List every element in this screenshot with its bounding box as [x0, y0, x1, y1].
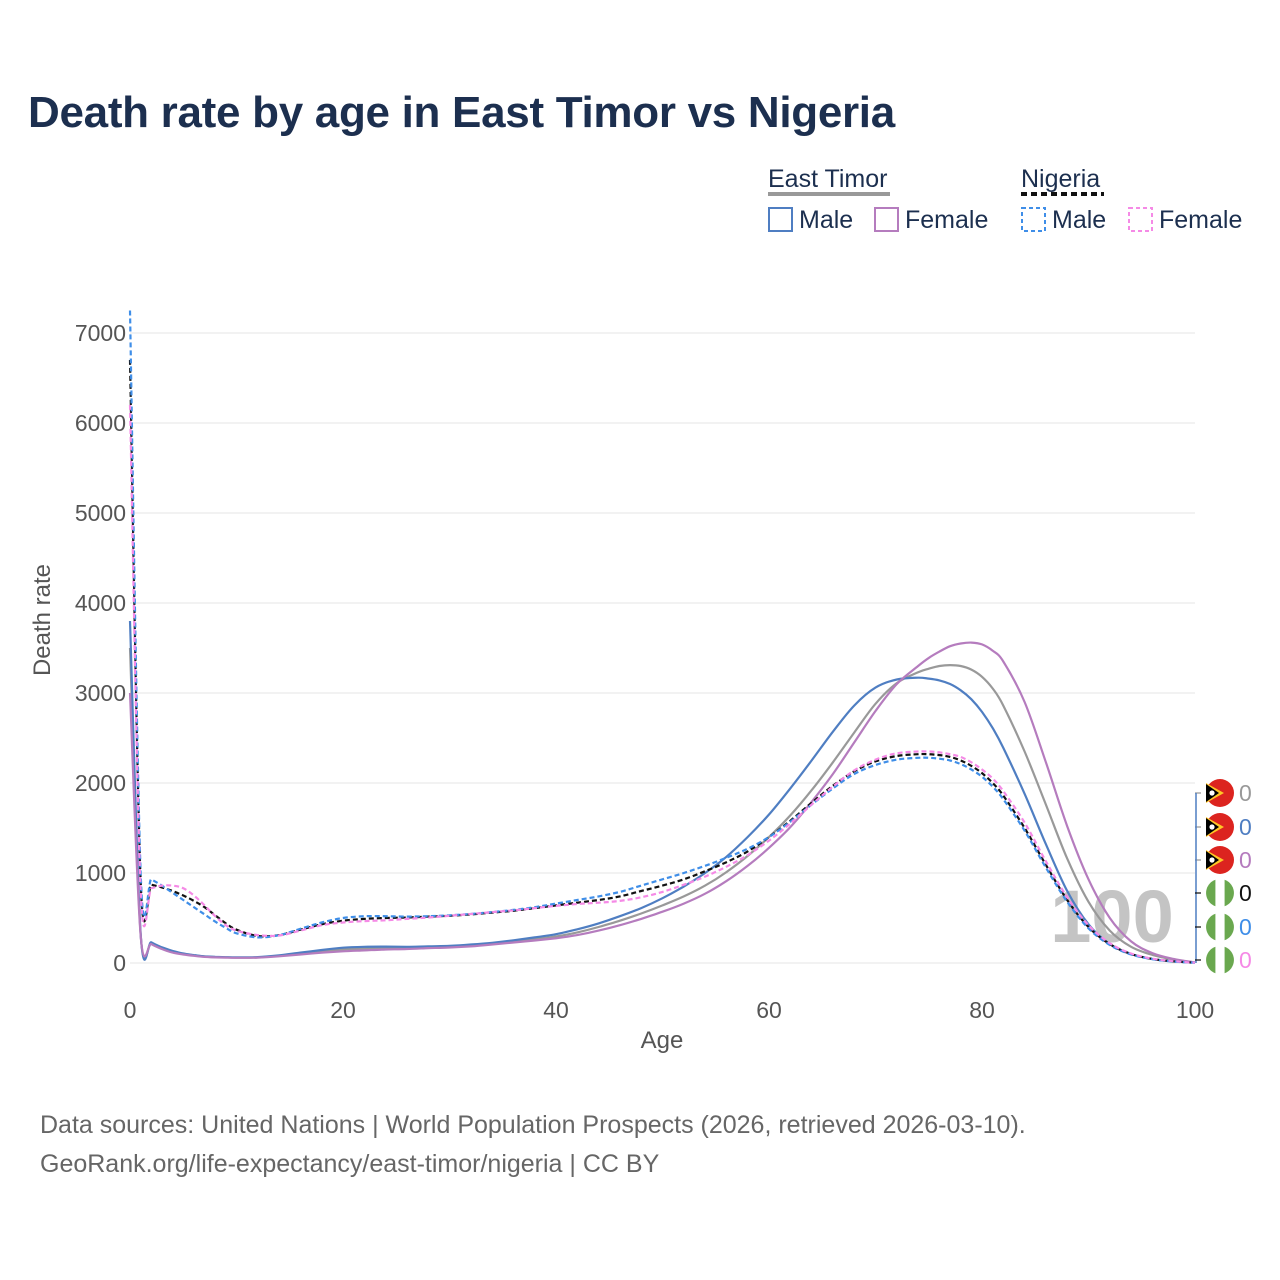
- footer: Data sources: United Nations | World Pop…: [40, 1106, 1026, 1184]
- legend-swatch-east-timor-female: [874, 207, 899, 232]
- end-label-value: 0: [1239, 814, 1252, 840]
- source-link[interactable]: GeoRank.org/life-expectancy/east-timor/n…: [40, 1150, 660, 1178]
- x-tick-label: 100: [1176, 997, 1214, 1023]
- legend-swatch-east-timor-male: [768, 207, 793, 232]
- grid-lines: [130, 332, 1195, 964]
- end-label-value: 0: [1239, 947, 1252, 973]
- flag-green-right: [1224, 879, 1234, 907]
- y-axis-label: Death rate: [29, 564, 56, 676]
- x-tick-label: 60: [756, 997, 782, 1023]
- series-line-nigeria-female: [128, 404, 1196, 964]
- x-tick-label: 80: [969, 997, 995, 1023]
- chart-title: Death rate by age in East Timor vs Niger…: [28, 88, 895, 137]
- legend-label-east-timor-female: Female: [905, 206, 988, 234]
- x-axis-label: Age: [641, 1027, 684, 1054]
- end-label-value: 0: [1239, 880, 1252, 906]
- series-line-nigeria-male: [128, 310, 1196, 964]
- end-label-value: 0: [1239, 914, 1252, 940]
- east-timor-flag-icon: [1206, 779, 1234, 807]
- data-source-text: Data sources: United Nations | World Pop…: [40, 1111, 1026, 1139]
- x-tick-label: 0: [124, 997, 137, 1023]
- y-tick-label: 6000: [75, 410, 126, 436]
- end-label-connector: [1195, 892, 1201, 961]
- y-tick-label: 7000: [75, 320, 126, 346]
- series-line-east-timor-female: [128, 641, 1196, 964]
- y-tick-label: 5000: [75, 500, 126, 526]
- nigeria-flag-icon: [1206, 913, 1234, 941]
- legend-label-east-timor-male: Male: [799, 206, 853, 234]
- end-labels: 0 0 0 0 0 0: [1195, 779, 1252, 974]
- flag-green-left: [1206, 879, 1216, 907]
- flag-green-left: [1206, 946, 1216, 974]
- flag-green-right: [1224, 913, 1234, 941]
- y-tick-label: 0: [113, 950, 126, 976]
- y-tick-label: 3000: [75, 680, 126, 706]
- y-tick-label: 2000: [75, 770, 126, 796]
- x-axis-ticks: 0 20 40 60 80 100: [124, 997, 1215, 1023]
- flag-star: [1209, 857, 1215, 863]
- y-axis-ticks: 0 1000 2000 3000 4000 5000 6000 7000: [75, 320, 126, 976]
- legend-group-title-nigeria: Nigeria: [1021, 165, 1100, 193]
- y-tick-label: 4000: [75, 590, 126, 616]
- legend-label-nigeria-female: Female: [1159, 206, 1242, 234]
- legend-label-nigeria-male: Male: [1052, 206, 1106, 234]
- series-lines: [128, 310, 1196, 964]
- flag-green-right: [1224, 946, 1234, 974]
- x-tick-label: 40: [543, 997, 569, 1023]
- legend-swatch-nigeria-female: [1128, 207, 1153, 232]
- flag-green-left: [1206, 913, 1216, 941]
- end-label-value: 0: [1239, 780, 1252, 806]
- x-tick-label: 20: [330, 997, 356, 1023]
- end-label-value: 0: [1239, 847, 1252, 873]
- flag-star: [1209, 790, 1215, 796]
- flag-star: [1209, 824, 1215, 830]
- legend-group-title-east-timor: East Timor: [768, 165, 887, 193]
- series-line-nigeria-total: [128, 359, 1196, 964]
- y-tick-label: 1000: [75, 860, 126, 886]
- nigeria-flag-icon: [1206, 946, 1234, 974]
- legend[interactable]: East Timor Male Female Nigeria Male Female: [768, 165, 1242, 234]
- east-timor-flag-icon: [1206, 813, 1234, 841]
- series-line-east-timor-total: [128, 647, 1196, 964]
- east-timor-flag-icon: [1206, 846, 1234, 874]
- legend-swatch-nigeria-male: [1021, 207, 1046, 232]
- nigeria-flag-icon: [1206, 879, 1234, 907]
